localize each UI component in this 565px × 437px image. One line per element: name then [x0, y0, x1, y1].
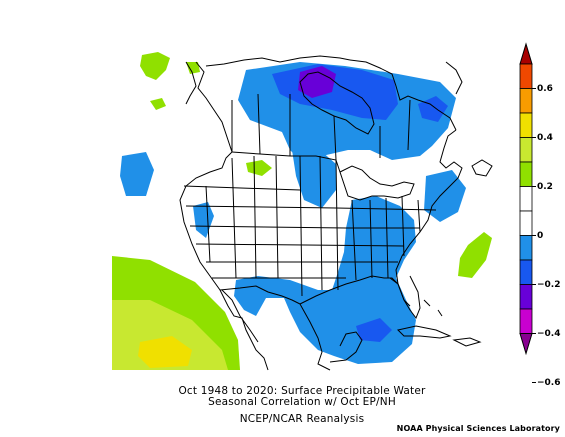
colorbar [519, 42, 536, 383]
credit-label: NOAA Physical Sciences Laboratory [396, 424, 560, 433]
canada-east-outline [349, 59, 457, 131]
region-positive-east-atlantic [458, 232, 492, 278]
mexico-gulf-outline [299, 303, 331, 371]
colorbar-bin [519, 308, 533, 334]
title-line-1: Oct 1948 to 2020: Surface Precipitable W… [178, 385, 426, 397]
region-negative-southeast [234, 196, 416, 364]
map-panel [112, 52, 493, 371]
colorbar-tick-label: −0.2 [537, 279, 561, 290]
colorbar-bin [519, 161, 533, 187]
state-lines-vertical [205, 155, 421, 297]
hudson-bay-outline [299, 71, 375, 135]
region-positive-small-west [186, 62, 200, 74]
region-negative-upper-midwest [292, 150, 336, 208]
political-boundaries [183, 93, 437, 305]
coastline-layer [179, 55, 493, 371]
arctic-coast-outline [205, 55, 351, 67]
alaska-outline [185, 61, 197, 105]
region-positive-pacific-max [138, 336, 192, 368]
colorbar-bin [519, 88, 533, 114]
region-negative-northeast [424, 170, 466, 222]
colorbar-bin [519, 63, 533, 89]
colorbar-bin [519, 284, 533, 310]
region-positive-northwest [140, 52, 170, 80]
region-negative-gulf-core [356, 318, 392, 342]
great-lakes-outline [339, 165, 415, 201]
colorbar-bin [519, 137, 533, 163]
canada-province-lines [231, 93, 411, 161]
newfoundland-outline [471, 159, 493, 177]
west-coast-outline [179, 61, 269, 371]
hispaniola-outline [452, 337, 482, 347]
title-line-2: Seasonal Correlation w/ Oct EP/NH [208, 396, 396, 408]
bahamas-outline [423, 299, 443, 317]
colorbar-bin [519, 112, 533, 138]
region-negative-west-pacific [120, 152, 154, 196]
colorbar-bin [519, 259, 533, 285]
colorbar-tick-label: −0.4 [537, 328, 561, 339]
colorbar-tick-label: −0.6 [537, 377, 561, 388]
colorbar-bin [519, 235, 533, 261]
contour-fill-layer [112, 52, 492, 370]
greenland-tip-outline [445, 61, 463, 95]
region-positive-canada [246, 160, 272, 176]
florida-outline [389, 275, 421, 320]
colorbar-min-arrow [519, 333, 533, 356]
source-label: NCEP/NCAR Reanalysis [239, 413, 365, 425]
colorbar-max-arrow [519, 42, 533, 65]
yucatan-outline [329, 331, 363, 363]
region-positive-small-west2 [150, 98, 166, 110]
colorbar-bin [519, 186, 533, 212]
colorbar-tick-label: 0.6 [537, 83, 553, 94]
canada-us-border [231, 151, 341, 173]
colorbar-tick-label: 0.4 [537, 132, 553, 143]
colorbar-tick-label: 0.2 [537, 181, 553, 192]
us-mexico-border [219, 285, 301, 305]
colorbar-tick-label: 0 [537, 230, 544, 241]
colorbar-bin [519, 210, 533, 236]
region-negative-nw-small [193, 202, 214, 238]
east-coast-outline [395, 129, 463, 285]
baja-outline [221, 289, 259, 343]
cuba-outline [397, 325, 452, 339]
